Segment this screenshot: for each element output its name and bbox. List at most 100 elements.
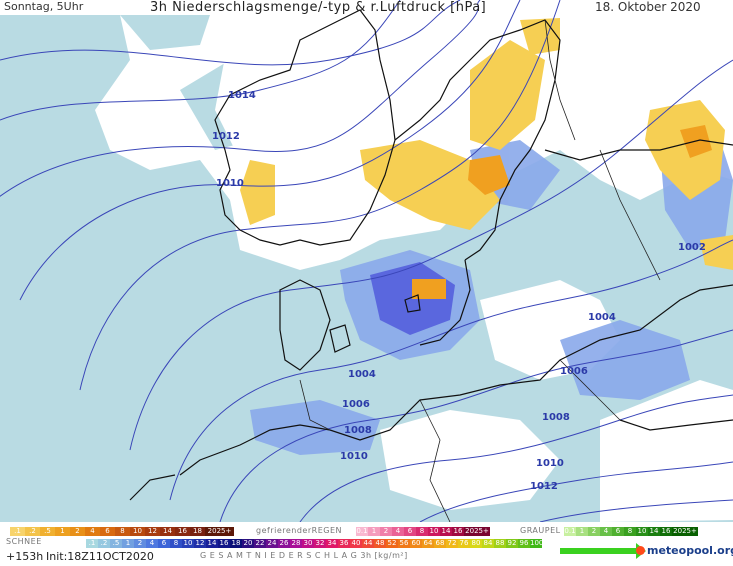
legend-swatch: 52 [386,539,398,548]
legend-swatch: 32 [314,539,326,548]
legend-swatch: 2025+ [205,527,234,536]
isobar-label: 1002 [678,242,706,253]
legend-swatch: 10 [636,527,648,536]
legend-swatch: 72 [446,539,458,548]
isobar-label: 1014 [228,90,256,101]
borders [299,19,661,522]
legend-swatch: 14 [206,539,218,548]
legend-swatch: 1 [55,527,70,536]
legend-swatch: 6 [100,527,115,536]
legend-swatch: .5 [110,539,122,548]
legend-swatch: 96 [518,539,530,548]
legend-swatch: 24 [266,539,278,548]
isobar-label: 1004 [348,369,376,380]
legend-swatch: 14 [648,527,660,536]
init-time: Init:18Z11OCT2020 [46,550,154,563]
legend-swatch: 2 [588,527,600,536]
legend-swatch: 8 [624,527,636,536]
legend-swatch: 76 [458,539,470,548]
legend-swatch: 2025+ [464,527,490,536]
precip-orange [412,125,712,299]
legend-swatch: 16 [452,527,464,536]
legend-swatch: 2 [70,527,85,536]
isobar-label: 1006 [560,366,588,377]
legend-swatch: 30 [302,539,314,548]
isobar-label: 1010 [340,451,368,462]
logo-dot-icon [636,546,645,555]
legend-swatch: 80 [470,539,482,548]
legend-swatch: 20 [242,539,254,548]
isobar-label: 1012 [530,481,558,492]
forecast-step: +153h [6,550,44,563]
legend-swatch: 0.1 [564,527,576,536]
legend-swatch: .5 [40,527,55,536]
legend-swatch: .1 [10,527,25,536]
time-label: Sonntag, 5Uhr [4,0,84,13]
isobar-label: 1004 [588,312,616,323]
legend-swatch: .2 [98,539,110,548]
isobar-label: 1012 [212,131,240,142]
legend-swatch: 60 [410,539,422,548]
logo-text: meteopool.org [647,544,733,557]
legend-swatch: 88 [494,539,506,548]
arrow-bar [560,548,636,554]
legend-swatch: 18 [190,527,205,536]
legend-swatch: 4 [600,527,612,536]
legend-swatch: 1 [122,539,134,548]
graupel-title: GRAUPEL [520,526,561,535]
snow-title: SCHNEE [6,537,42,546]
legend-swatch: 10 [428,527,440,536]
legend-swatch: 14 [440,527,452,536]
legend-swatch: 92 [506,539,518,548]
legend-swatch: 8 [416,527,428,536]
legend-swatch: 6 [404,527,416,536]
legend-swatch: 40 [350,539,362,548]
legend-swatch: 2025+ [672,527,698,536]
legend-swatch: 1 [368,527,380,536]
legend-swatch: 12 [145,527,160,536]
rain-legend: .1.2.5 1 2 4 6 8 10 12 14 16 18 2025+ [10,527,234,536]
isobar-label: 1008 [542,412,570,423]
legend-swatch: 18 [230,539,242,548]
legend-swatch: 16 [218,539,230,548]
isobars [0,0,733,522]
legend-swatch: 48 [374,539,386,548]
legend-swatch: 26 [278,539,290,548]
legend-swatch: 56 [398,539,410,548]
legend-swatch: 8 [115,527,130,536]
isobar-label: 1010 [216,178,244,189]
legend-swatch: 64 [422,539,434,548]
legend-swatch: .1 [86,539,98,548]
legend-swatch: 100 [530,539,542,548]
legend-swatch: 28 [290,539,302,548]
legend-swatch: 36 [338,539,350,548]
legend-swatch: 0.1 [356,527,368,536]
legend-swatch: 84 [482,539,494,548]
freezing-rain-legend: 0.1 1 2 4 6 8 10 14 16 2025+ [356,527,490,536]
legend-swatch: 4 [392,527,404,536]
legend-swatch: 16 [660,527,672,536]
legend-swatch: 12 [194,539,206,548]
legend-swatch: 34 [326,539,338,548]
legend-swatch: 10 [182,539,194,548]
coastlines [129,9,733,501]
legend-swatch: 1 [576,527,588,536]
legend-swatch: 6 [612,527,624,536]
map-canvas [0,0,733,522]
legend-swatch: 2 [380,527,392,536]
isobar-label: 1010 [536,458,564,469]
map-title: 3h Niederschlagsmenge/-typ & r.Luftdruck… [150,0,487,15]
legend-swatch: 68 [434,539,446,548]
legend-swatch: 16 [175,527,190,536]
isobar-label: 1006 [342,399,370,410]
legend-swatch: 22 [254,539,266,548]
freezing-rain-title: gefrierenderREGEN [256,526,342,535]
legend-swatch: 2 [134,539,146,548]
legend-swatch: 8 [170,539,182,548]
graupel-legend: 0.1 1 2 4 6 8 10 14 16 2025+ [564,527,698,536]
total-precip-title: G E S A M T N I E D E R S C H L A G 3h [… [200,551,408,560]
legend-swatch: 6 [158,539,170,548]
precip-yellow [240,18,733,270]
legend-swatch: 14 [160,527,175,536]
snow-legend: .1.2.5 1 2 4 6 8 10 12 14 16 18 20 22 24 26 28 30 32 34 36 4… [86,539,542,548]
